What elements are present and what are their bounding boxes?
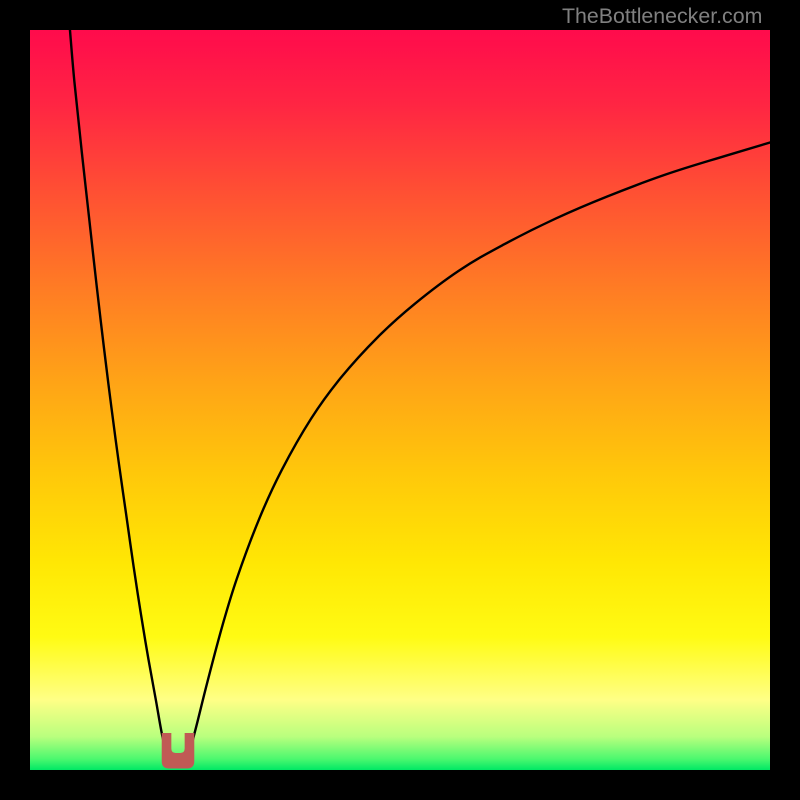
bottleneck-curve-right_branch: [190, 142, 770, 751]
watermark-label: TheBottlenecker.com: [562, 4, 762, 29]
bottleneck-curve-left_branch: [70, 30, 166, 752]
curve-layer: [0, 0, 800, 800]
chart-stage: TheBottlenecker.com: [0, 0, 800, 800]
optimal-range-marker: [162, 733, 195, 769]
